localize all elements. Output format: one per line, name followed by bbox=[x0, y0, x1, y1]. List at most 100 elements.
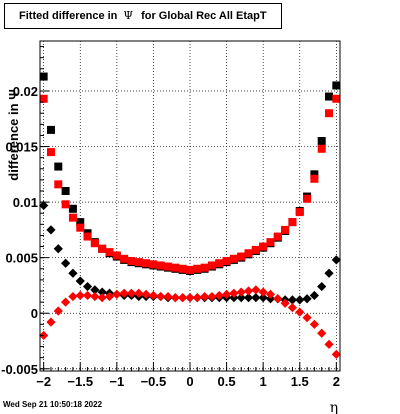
square-point bbox=[244, 249, 253, 258]
diamond-point bbox=[141, 289, 151, 299]
y-tick-label: 0.01 bbox=[13, 195, 38, 210]
square-point bbox=[39, 94, 48, 103]
diamond-point bbox=[192, 293, 202, 303]
y-tick-label: 0.02 bbox=[13, 84, 38, 99]
diamond-point bbox=[295, 295, 305, 305]
square-point bbox=[200, 263, 209, 272]
diamond-point bbox=[46, 225, 56, 235]
diamond-point bbox=[236, 293, 246, 303]
diamond-point bbox=[46, 317, 56, 327]
square-point bbox=[237, 252, 246, 261]
diamond-point bbox=[280, 298, 290, 308]
square-point bbox=[61, 200, 70, 209]
diamond-point bbox=[331, 349, 341, 359]
x-tick-label: 1 bbox=[260, 374, 267, 389]
timestamp: Wed Sep 21 10:50:18 2022 bbox=[3, 400, 103, 409]
diamond-point bbox=[295, 307, 305, 317]
square-point bbox=[142, 259, 151, 268]
square-point bbox=[54, 180, 63, 189]
diamond-point bbox=[309, 290, 319, 301]
square-point bbox=[310, 170, 319, 179]
square-point bbox=[317, 144, 326, 153]
diamond-point bbox=[61, 258, 71, 268]
diamond-point bbox=[317, 281, 327, 292]
square-point bbox=[273, 232, 282, 241]
diamond-point bbox=[229, 288, 239, 298]
square-point bbox=[76, 218, 85, 227]
x-tick-label: −2 bbox=[36, 374, 51, 389]
chart-title-prefix: Fitted difference in bbox=[19, 10, 118, 22]
square-point bbox=[134, 258, 143, 267]
square-point bbox=[295, 208, 304, 217]
square-point bbox=[112, 251, 121, 260]
square-point bbox=[76, 223, 85, 232]
diamond-point bbox=[221, 289, 232, 299]
x-axis-label: η bbox=[330, 400, 338, 414]
square-point bbox=[171, 263, 180, 272]
square-point bbox=[90, 239, 99, 248]
square-point bbox=[149, 260, 158, 269]
diamond-point bbox=[317, 328, 327, 338]
grid-lines bbox=[40, 41, 340, 371]
diamond-point bbox=[251, 293, 261, 303]
diamond-point bbox=[75, 290, 85, 301]
square-point bbox=[222, 257, 231, 265]
diamond-point bbox=[104, 291, 115, 302]
square-point bbox=[303, 194, 312, 203]
diamond-point bbox=[156, 291, 166, 302]
diamond-point bbox=[258, 293, 268, 303]
diamond-point bbox=[273, 294, 283, 304]
diamond-point bbox=[302, 313, 312, 323]
square-point bbox=[251, 245, 260, 254]
square-point bbox=[317, 137, 326, 145]
diamond-point bbox=[302, 294, 312, 304]
square-point bbox=[98, 244, 107, 253]
x-tick-label: 2 bbox=[333, 374, 340, 389]
square-point bbox=[178, 264, 187, 273]
diamond-point bbox=[170, 293, 180, 303]
square-point bbox=[310, 174, 319, 183]
diamond-point bbox=[309, 319, 319, 329]
diamond-point bbox=[214, 290, 224, 301]
diamond-point bbox=[53, 306, 63, 316]
diamond-point bbox=[75, 276, 85, 286]
square-point bbox=[207, 261, 216, 270]
square-point bbox=[186, 265, 194, 274]
square-point bbox=[281, 225, 290, 234]
square-point bbox=[127, 257, 136, 265]
diamond-point bbox=[163, 291, 173, 302]
diamond-point bbox=[243, 293, 254, 303]
diamond-point bbox=[134, 288, 144, 298]
square-point bbox=[325, 92, 334, 101]
diamond-point bbox=[258, 287, 268, 297]
square-point bbox=[68, 213, 77, 222]
square-point bbox=[105, 248, 114, 257]
diamond-point bbox=[331, 255, 341, 265]
x-tick-label: −1.5 bbox=[67, 374, 93, 389]
diamond-point bbox=[61, 297, 71, 307]
axis-ticks bbox=[40, 46, 337, 371]
square-point bbox=[39, 72, 48, 81]
square-point bbox=[156, 261, 165, 270]
square-point bbox=[120, 254, 129, 263]
square-point bbox=[83, 232, 92, 241]
square-point bbox=[332, 81, 341, 90]
diamond-point bbox=[243, 286, 254, 296]
diamond-point bbox=[97, 293, 107, 303]
square-point bbox=[229, 254, 238, 263]
square-point bbox=[46, 148, 55, 157]
diamond-point bbox=[265, 289, 276, 299]
y-tick-label: -0.005 bbox=[1, 362, 38, 377]
diamond-point bbox=[251, 285, 261, 295]
diamond-point bbox=[200, 291, 210, 302]
diamond-point bbox=[236, 287, 246, 297]
diamond-point bbox=[97, 287, 107, 297]
x-tick-label: −1 bbox=[109, 374, 124, 389]
diamond-point bbox=[39, 200, 49, 211]
y-axis-label: difference in Ψ bbox=[6, 89, 21, 180]
square-point bbox=[332, 94, 341, 103]
square-point bbox=[61, 187, 70, 195]
diamond-point bbox=[178, 293, 188, 303]
